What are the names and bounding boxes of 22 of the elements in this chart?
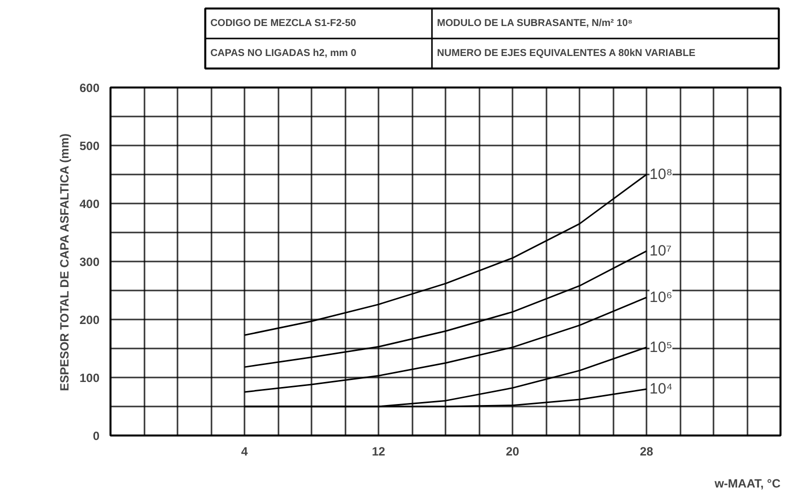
y-tick-label: 0 [92,429,100,443]
series-label: 10⁶ [650,288,672,306]
x-axis-title: w-MAAT, °C [714,476,781,490]
series-label: 10⁴ [650,380,673,398]
y-tick-label: 500 [79,139,100,153]
y-tick-label: 300 [79,255,100,269]
x-tick-label: 28 [640,444,654,458]
y-tick-label: 400 [79,197,100,211]
text: MODULO DE LA SUBRASANTE, N/m² 10⁸ [437,18,633,29]
y-tick-label: 200 [79,313,100,327]
series-label: 10⁵ [650,338,672,356]
series-label: 10⁷ [650,242,672,260]
text: NUMERO DE EJES EQUIVALENTES A 80kN VARIABLE [437,48,696,59]
y-axis-title: ESPESOR TOTAL DE CAPA ASFALTICA (mm) [57,133,72,392]
x-tick-label: 4 [241,444,248,458]
text: CODIGO DE MEZCLA S1-F2-50 [210,18,357,29]
y-tick-label: 600 [79,81,100,95]
y-tick-label: 100 [79,371,100,385]
series-label: 10⁸ [650,166,673,183]
x-tick-label: 20 [506,444,520,458]
text: CAPAS NO LIGADAS h2, mm 0 [210,48,357,59]
x-tick-label: 12 [372,444,386,458]
